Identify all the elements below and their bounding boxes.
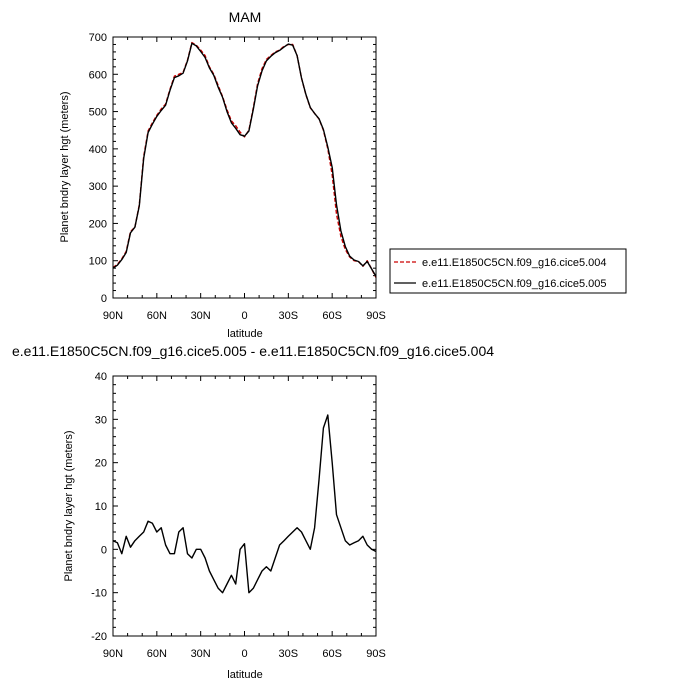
bottom-ytick-label: 10 [95, 501, 107, 513]
top-chart-title: MAM [229, 9, 262, 25]
bottom-xtick-label: 90N [103, 648, 123, 660]
top-chart-ylabel: Planet bndry layer hgt (meters) [59, 91, 71, 242]
top-chart-xlabel: latitude [227, 328, 262, 340]
top-xtick-label: 60S [322, 310, 342, 322]
bottom-xtick-label: 90S [366, 648, 386, 660]
bottom-ytick-label: -20 [91, 631, 107, 643]
top-xtick-label: 0 [241, 310, 247, 322]
bottom-xtick-label: 30S [279, 648, 299, 660]
top-xtick-label: 30S [279, 310, 299, 322]
top-ytick-label: 200 [89, 218, 107, 230]
legend-entry-005: e.e11.E1850C5CN.f09_g16.cice5.005 [422, 278, 607, 290]
bottom-ytick-label: 40 [95, 371, 107, 383]
top-series-line-1 [112, 42, 377, 277]
top-ytick-label: 500 [89, 107, 107, 119]
bottom-ytick-label: 20 [95, 458, 107, 470]
top-chart-frame [112, 36, 377, 299]
top-chart-series [112, 41, 377, 278]
top-ytick-label: 0 [101, 293, 107, 305]
top-xtick-label: 90S [366, 310, 386, 322]
bottom-chart-series [112, 414, 377, 594]
top-xtick-label: 60N [147, 310, 167, 322]
bottom-ytick-label: -10 [91, 588, 107, 600]
bottom-chart-axes: 90N 60N 30N 0 30S 60S 90S -20 -10 0 10 20 30 40 [91, 371, 386, 660]
bottom-xtick-label: 60N [147, 648, 167, 660]
legend-entry-004: e.e11.E1850C5CN.f09_g16.cice5.004 [422, 257, 607, 269]
top-ytick-label: 100 [89, 256, 107, 268]
legend: e.e11.E1850C5CN.f09_g16.cice5.004 e.e11.… [389, 248, 627, 294]
top-chart-axes: 90N 60N 30N 0 30S 60S 90S 0 100 200 300 400 500 600 70… [89, 32, 386, 322]
top-chart: MAM 90N 60N 30N 0 30S 60S 90S 0 100 200 300 400 500 6… [59, 9, 627, 340]
top-ytick-label: 600 [89, 69, 107, 81]
bottom-xtick-label: 0 [241, 648, 247, 660]
top-ytick-label: 400 [89, 144, 107, 156]
top-ytick-label: 300 [89, 181, 107, 193]
bottom-chart-frame [112, 375, 377, 637]
bottom-xtick-label: 60S [322, 648, 342, 660]
bottom-chart-title: e.e11.E1850C5CN.f09_g16.cice5.005 - e.e1… [12, 343, 494, 359]
top-xtick-label: 30N [191, 310, 211, 322]
bottom-chart-ylabel: Planet bndry layer hgt (meters) [63, 430, 75, 581]
bottom-ytick-label: 30 [95, 414, 107, 426]
top-series-line-0 [112, 41, 377, 278]
top-xtick-label: 90N [103, 310, 123, 322]
top-ytick-label: 700 [89, 32, 107, 44]
bottom-chart: e.e11.E1850C5CN.f09_g16.cice5.005 - e.e1… [12, 343, 494, 681]
bottom-chart-xlabel: latitude [227, 669, 262, 681]
bottom-ytick-label: 0 [101, 544, 107, 556]
bottom-series-line-0 [112, 414, 377, 594]
bottom-xtick-label: 30N [191, 648, 211, 660]
legend-box [389, 248, 627, 294]
